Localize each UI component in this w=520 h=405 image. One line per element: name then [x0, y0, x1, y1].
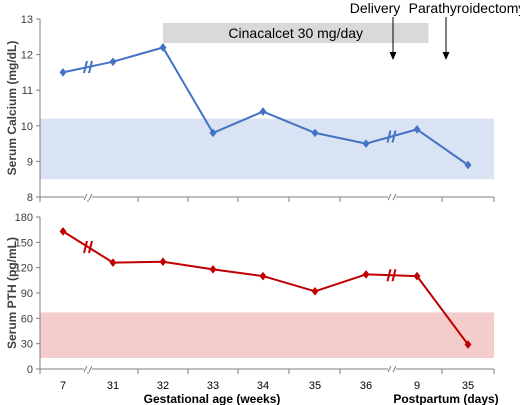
pth-y-tick-label: 60: [21, 313, 33, 325]
x-tick-label: 34: [257, 380, 269, 392]
calcium-series: [59, 43, 472, 170]
x-tick-label: 32: [157, 380, 169, 392]
x-tick-label: 35: [462, 380, 474, 392]
parathyroidectomy-label: Parathyroidectomy: [409, 0, 520, 16]
pth-data-point: [362, 270, 370, 279]
calcium-x-axis-break: [387, 193, 392, 201]
x-tick-label: 36: [360, 380, 372, 392]
calcium-series-break: [88, 60, 93, 74]
pth-data-point: [209, 264, 217, 274]
calcium-data-point: [59, 67, 67, 77]
pth-data-point: [464, 340, 472, 349]
calcium-x-axis-break: [83, 193, 88, 201]
calcium-data-point: [362, 139, 370, 149]
calcium-data-point: [209, 128, 217, 138]
pth-data-point: [159, 257, 167, 267]
cinacalcet-therapy-bar: [163, 23, 429, 43]
pth-data-point: [311, 286, 319, 296]
calcium-data-point: [464, 160, 472, 170]
pth-y-tick-label: 90: [21, 288, 33, 300]
pth-y-axis-label: Serum PTH (pg/mL): [5, 237, 19, 349]
gestational-age-axis-label: Gestational age (weeks): [144, 392, 281, 405]
pth-y-tick-label: 120: [15, 263, 33, 275]
calcium-reference-band: [40, 118, 494, 180]
pth-x-axis-break-gap: [388, 366, 396, 372]
pth-x-axis-break: [392, 365, 397, 373]
pth-axes: 0 30 60 90 120 150 180 7 31 32 33 34 35 36 9 35: [15, 212, 495, 392]
pth-series-break: [88, 240, 93, 254]
annotation-arrow-head: [389, 52, 397, 60]
calcium-series-break: [391, 130, 397, 143]
calcium-y-tick-label: 13: [21, 14, 33, 26]
calcium-series-break: [386, 130, 392, 143]
pth-data-point: [413, 271, 421, 281]
x-tick-label: 35: [309, 380, 321, 392]
pth-x-axis-break: [83, 365, 88, 373]
postpartum-axis-label: Postpartum (days): [393, 392, 498, 405]
calcium-x-axis-break-gap: [84, 194, 92, 200]
pth-x-axis-break: [387, 365, 392, 373]
calcium-data-point: [413, 124, 421, 134]
pth-series-break: [386, 269, 392, 282]
calcium-y-tick-label: 12: [21, 50, 33, 62]
calcium-x-axis-break: [88, 193, 93, 201]
pth-x-axis-break-gap: [84, 366, 92, 372]
cinacalcet-label: Cinacalcet 30 mg/day: [228, 25, 363, 41]
pth-x-axis-break: [88, 365, 93, 373]
annotation-arrows: [389, 17, 450, 60]
calcium-data-point: [259, 107, 267, 116]
calcium-axes: 8 9 10 11 12 13: [21, 14, 495, 204]
calcium-y-tick-label: 10: [21, 121, 33, 133]
calcium-y-axis-label: Serum Calcium (mg/dL): [5, 41, 19, 176]
calcium-series-break: [83, 60, 88, 74]
pth-data-point: [259, 271, 267, 281]
calcium-x-axis-break-gap: [388, 194, 396, 200]
calcium-y-tick-label: 8: [27, 192, 33, 204]
annotation-arrow-head: [442, 52, 450, 60]
pth-data-point: [59, 226, 67, 236]
pth-reference-band: [40, 312, 494, 359]
pth-y-tick-label: 150: [15, 237, 33, 249]
x-tick-label: 7: [60, 380, 66, 392]
delivery-label: Delivery: [350, 0, 401, 16]
pth-series-break: [391, 269, 397, 282]
calcium-panel: Cinacalcet 30 mg/day Delivery Parathyroi…: [5, 0, 520, 204]
pth-y-tick-label: 0: [27, 364, 33, 376]
pth-series-break: [83, 240, 88, 254]
calcium-data-point: [159, 43, 167, 52]
calcium-data-point: [109, 57, 117, 67]
x-tick-label: 9: [414, 380, 420, 392]
calcium-y-tick-label: 9: [27, 156, 33, 168]
calcium-x-axis-break: [392, 193, 397, 201]
pth-series: [59, 226, 472, 349]
pth-y-tick-label: 180: [15, 212, 33, 224]
x-tick-label: 31: [107, 380, 119, 392]
pth-y-tick-label: 30: [21, 339, 33, 351]
x-tick-label: 33: [207, 380, 219, 392]
pth-data-point: [109, 258, 117, 268]
calcium-data-point: [311, 128, 319, 138]
pth-panel: 0 30 60 90 120 150 180 7 31 32 33 34 35 36 9 35 Serum P…: [5, 212, 499, 405]
calcium-y-tick-label: 11: [22, 85, 33, 97]
